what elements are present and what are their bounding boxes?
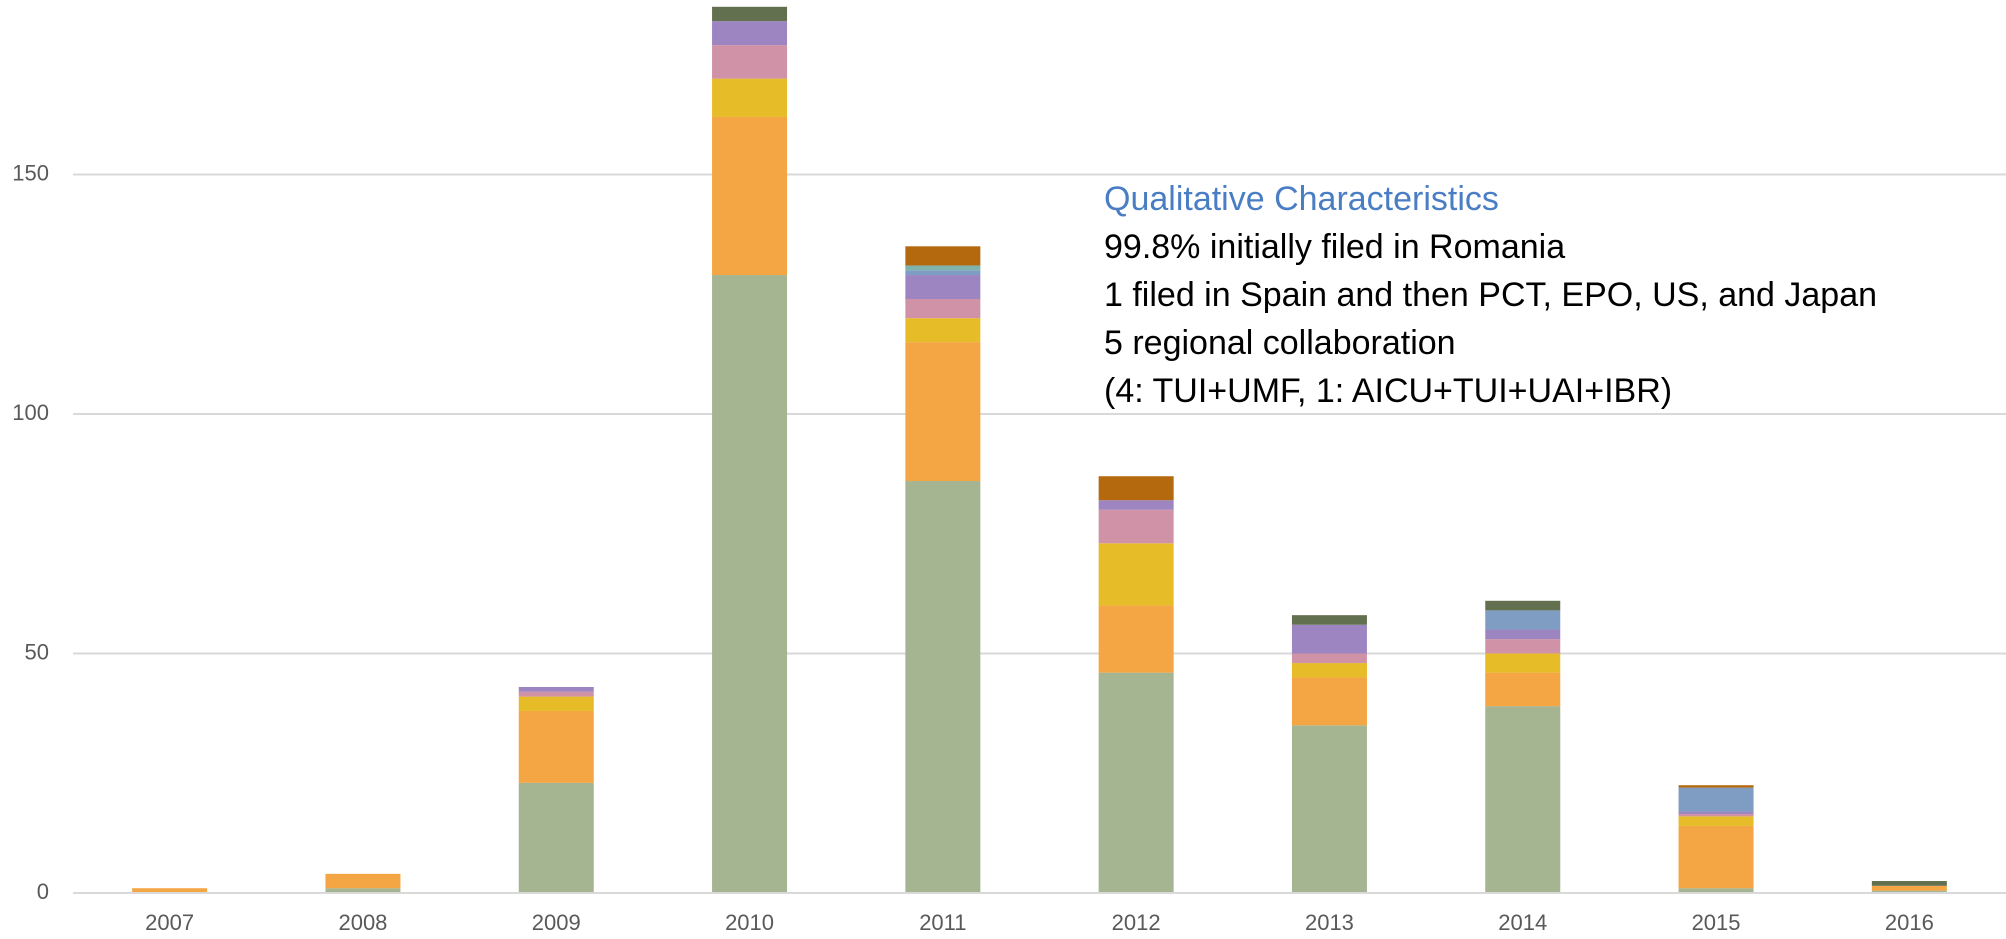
x-tick-label: 2010 — [725, 910, 774, 935]
bar-segment — [1485, 610, 1561, 630]
bar-segment — [1098, 509, 1174, 544]
x-tick-label: 2009 — [532, 910, 581, 935]
bar-segment — [905, 481, 981, 893]
bar-segment — [1291, 653, 1367, 664]
bar-segment — [905, 342, 981, 482]
x-tick-label: 2012 — [1112, 910, 1161, 935]
bar-segment — [1678, 825, 1754, 889]
bar-segment — [1678, 813, 1754, 817]
x-tick-label: 2007 — [145, 910, 194, 935]
bar-segment — [1678, 888, 1754, 893]
bar-segment — [1098, 672, 1174, 893]
bar-segment — [1871, 881, 1947, 886]
bar-segment — [1291, 725, 1367, 893]
x-tick-label: 2014 — [1498, 910, 1547, 935]
bar-segment — [905, 246, 981, 266]
bar-segment — [1291, 663, 1367, 678]
annotation-title: Qualitative Characteristics — [1104, 180, 1499, 218]
bar-segment — [1291, 615, 1367, 625]
bar-segment — [712, 116, 788, 276]
bar-segment — [712, 275, 788, 893]
bar-segment — [518, 782, 594, 893]
x-tick-label: 2011 — [919, 910, 966, 935]
bar-segment — [1871, 885, 1947, 891]
bar-segment — [518, 696, 594, 711]
bar-segment — [1098, 476, 1174, 501]
bar-segment — [905, 318, 981, 343]
bar-segment — [712, 78, 788, 117]
plot: 0 50 100 150 2007 2008 2009 2010 2011 2012 2013 201… — [12, 6, 2006, 935]
bar-segment — [1485, 706, 1561, 893]
x-tick-label: 2015 — [1692, 910, 1741, 935]
y-tick-label: 150 — [12, 160, 49, 185]
bar-segment — [712, 45, 788, 79]
bar-segment — [1485, 672, 1561, 707]
bar-segment — [1291, 677, 1367, 726]
bar-segment — [1678, 785, 1754, 788]
bar-segment — [1098, 543, 1174, 606]
bar-segment — [905, 275, 981, 299]
annotation-line: (4: TUI+UMF, 1: AICU+TUI+UAI+IBR) — [1104, 372, 1672, 410]
bar-segment — [1678, 816, 1754, 826]
bar-segment — [1871, 890, 1947, 893]
bar-segment — [1678, 787, 1754, 812]
bar-segment — [132, 888, 208, 893]
bar-segment — [1485, 629, 1561, 640]
x-tick-label: 2013 — [1305, 910, 1354, 935]
y-tick-label: 0 — [37, 879, 49, 904]
bar-segment — [905, 270, 981, 276]
y-tick-label: 100 — [12, 400, 49, 425]
annotation-line: 5 regional collaboration — [1104, 324, 1456, 362]
annotation-line: 1 filed in Spain and then PCT, EPO, US, … — [1104, 276, 1877, 314]
bar-segment — [1291, 624, 1367, 654]
bar-segment — [712, 21, 788, 46]
bar-segment — [518, 691, 594, 697]
x-tick-label: 2008 — [338, 910, 387, 935]
bar-segment — [1485, 639, 1561, 654]
x-tick-label: 2016 — [1885, 910, 1934, 935]
bar-segment — [905, 265, 981, 271]
bar-segment — [1485, 653, 1561, 673]
bar-segment — [518, 710, 594, 783]
bar-segment — [1098, 500, 1174, 510]
bar-segment — [1485, 600, 1561, 611]
bar-segment — [712, 6, 788, 22]
annotation-line: 99.8% initially filed in Romania — [1104, 228, 1565, 266]
y-tick-label: 50 — [25, 639, 49, 664]
bar-segment — [518, 687, 594, 692]
bar-segment — [325, 888, 401, 893]
bar-segment — [905, 299, 981, 319]
bar-segment — [325, 873, 401, 889]
bar-segment — [1098, 605, 1174, 673]
bar-segment — [1678, 811, 1754, 814]
